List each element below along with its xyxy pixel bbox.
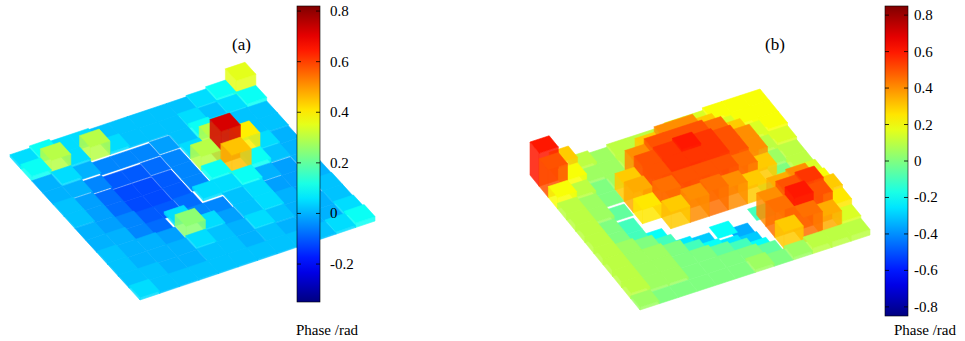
cell (548, 180, 576, 198)
tick-label: 0.2 (330, 155, 349, 171)
panel-label: (a) (232, 35, 251, 54)
cell (175, 208, 205, 227)
tick (904, 306, 908, 307)
cell (624, 176, 652, 194)
tick-label: -0.6 (914, 262, 938, 278)
tick (297, 61, 301, 62)
tick (316, 61, 320, 62)
tick (904, 88, 908, 89)
cell (681, 183, 709, 201)
cell (21, 158, 51, 177)
tick (297, 112, 301, 113)
cell (709, 221, 737, 239)
tick-label: 0.2 (914, 117, 933, 133)
tick (297, 11, 301, 12)
cell (129, 279, 159, 298)
tick-label: 0.8 (330, 3, 349, 19)
tick (885, 161, 889, 162)
tick-label: 0 (330, 205, 338, 221)
cell (785, 181, 813, 199)
tick-label: 0.8 (914, 7, 933, 23)
cell (190, 139, 220, 158)
tick-label: -0.8 (914, 299, 938, 315)
tick (885, 306, 889, 307)
cell (193, 180, 223, 199)
cell (221, 137, 251, 156)
tick (316, 162, 320, 163)
tick-label: -0.2 (330, 256, 354, 272)
tick (904, 270, 908, 271)
tick (904, 197, 908, 198)
cell (766, 195, 794, 213)
tick (904, 124, 908, 125)
tick (297, 162, 301, 163)
cell (643, 161, 671, 179)
surface (530, 89, 870, 310)
tick (885, 51, 889, 52)
tick-label: -0.2 (914, 189, 938, 205)
cell (653, 175, 681, 193)
panel: -0.8 -0.6 -0.4 -0.2 0 0.2 0.4 0.6 0.8 Phase /rad (… (530, 6, 956, 338)
tick (904, 233, 908, 234)
cell (633, 193, 661, 211)
tick (316, 264, 320, 265)
tick (297, 213, 301, 214)
colorbar-label: Phase /rad (296, 322, 359, 338)
tick (904, 161, 908, 162)
tick-label: 0.4 (914, 80, 933, 96)
figure: -0.200.20.40.60.8Phase /rad(a)-0.8-0.6-0… (0, 0, 965, 341)
cell (210, 113, 240, 131)
colorbar (885, 6, 908, 316)
cell (530, 136, 558, 154)
tick (904, 51, 908, 52)
tick (885, 15, 889, 16)
tick-label: 0.6 (914, 44, 933, 60)
tick (885, 233, 889, 234)
colorbar-label: Phase /rad (894, 322, 957, 338)
cell (539, 153, 567, 171)
cell (80, 129, 110, 148)
tick (316, 11, 320, 12)
cell (40, 142, 70, 161)
tick (316, 213, 320, 214)
panel-label: (b) (765, 35, 785, 54)
tick-label: 0.6 (330, 54, 349, 70)
cell (775, 215, 803, 233)
tick (885, 270, 889, 271)
tick (297, 264, 301, 265)
tick-label: -0.4 (914, 226, 938, 242)
tick (316, 112, 320, 113)
panel: -0.2 0 0.2 0.4 0.6 0.8 Phase /rad (a) (10, 3, 375, 338)
cell (225, 62, 255, 81)
tick (885, 197, 889, 198)
cell (662, 195, 690, 213)
cell (794, 200, 822, 218)
cell (622, 276, 650, 294)
colorbar (297, 6, 320, 302)
tick (885, 88, 889, 89)
tick (904, 15, 908, 16)
tick-label: 0.4 (330, 104, 349, 120)
tick (885, 124, 889, 125)
tick-label: 0 (914, 153, 922, 169)
cell (631, 290, 659, 308)
